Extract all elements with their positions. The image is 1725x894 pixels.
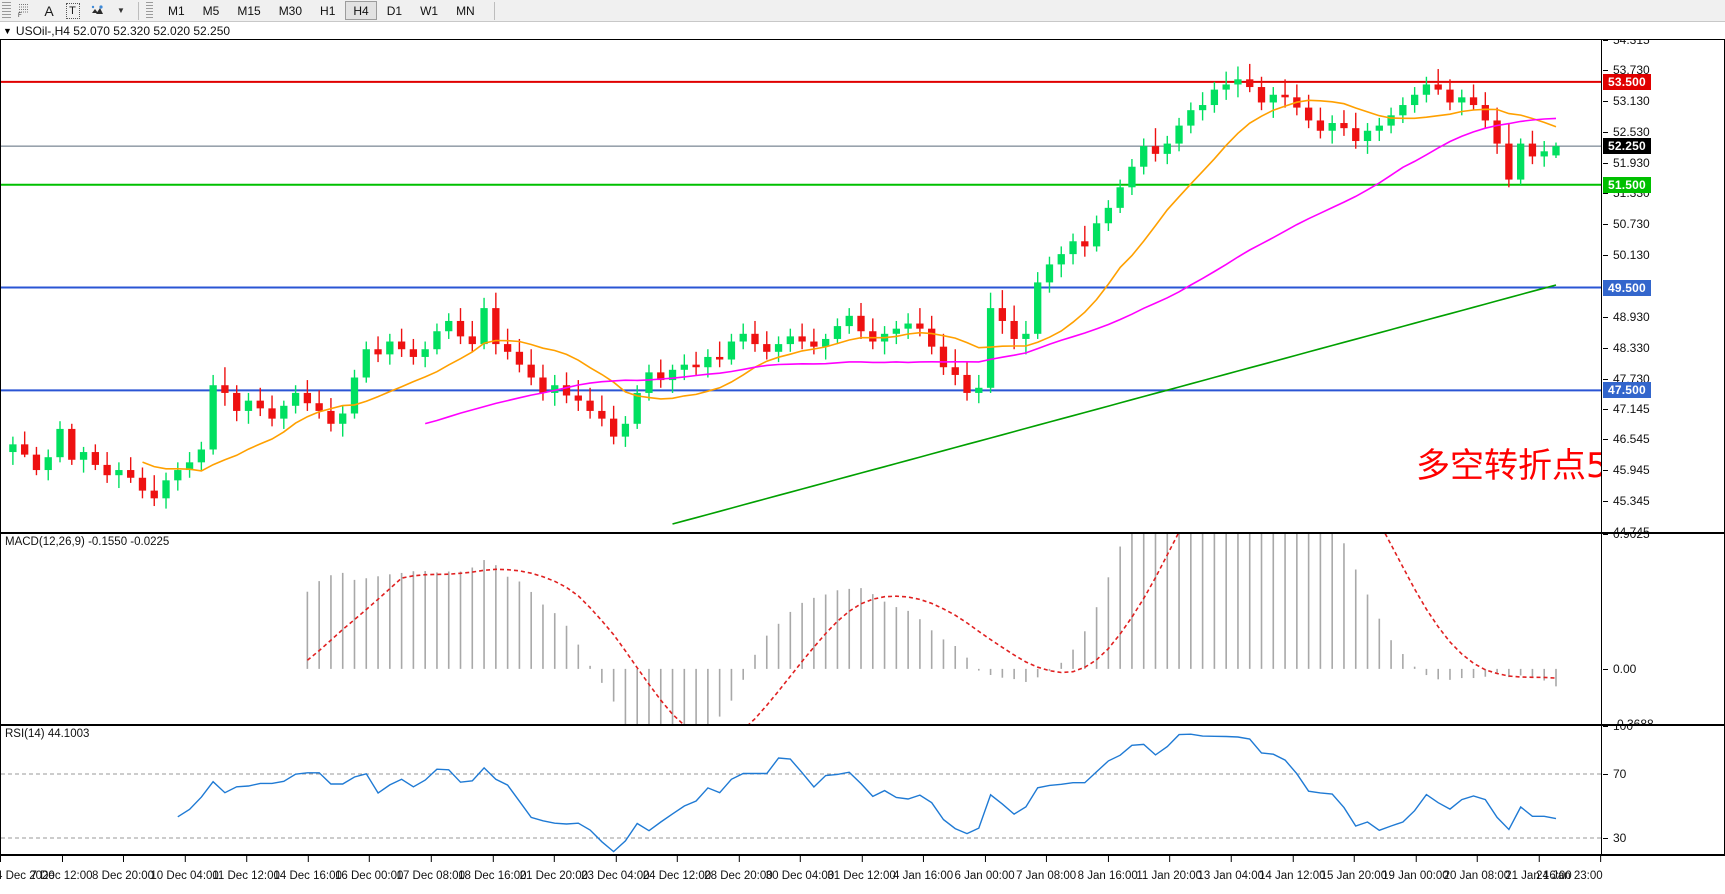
time-tick: 28 Dec 20:00 <box>704 856 773 882</box>
price-tick-53.730: 53.730 <box>1602 63 1650 77</box>
macd-tick-0.00: 0.00 <box>1602 662 1636 676</box>
macd-axis[interactable]: 0.9025 0.00 -0.3688 <box>1601 534 1724 724</box>
price-badge-52.250: 52.250 <box>1603 138 1651 155</box>
macd-tick-0.9025: 0.9025 <box>1602 534 1650 541</box>
macd-plot-area <box>1 534 1724 724</box>
price-tick-48.330: 48.330 <box>1602 341 1650 355</box>
svg-text:F: F <box>18 13 22 18</box>
time-tick: 21 Jan 16:00 <box>1505 856 1572 882</box>
rsi-tick-100: 100 <box>1602 726 1633 733</box>
toolbar-grip-handle[interactable] <box>2 1 11 20</box>
time-tick: 14 Dec 16:00 <box>273 856 342 882</box>
price-badge-51.500: 51.500 <box>1603 176 1651 193</box>
time-tick: 14 Jan 12:00 <box>1259 856 1326 882</box>
price-badge-47.500: 47.500 <box>1603 382 1651 399</box>
time-tick: 24 Dec 12:00 <box>643 856 711 882</box>
time-tick: 30 Dec 04:00 <box>766 856 834 882</box>
time-tick: 8 Jan 16:00 <box>1078 856 1138 882</box>
toolbar: F A T ▼ M1 M5 M15 M30 H1 H4 D1 W1 MN <box>0 0 1725 22</box>
price-chart-pane[interactable]: 多空转折点51.5 54.315 53.730 53.130 52.530 51.930… <box>0 39 1725 533</box>
toolbar-divider-end <box>493 1 495 20</box>
macd-label: MACD(12,26,9) -0.1550 -0.0225 <box>5 536 170 548</box>
timeframe-button-d1[interactable]: D1 <box>386 3 403 18</box>
crosshair-f-icon[interactable]: F <box>14 1 36 21</box>
price-tick-50.730: 50.730 <box>1602 217 1650 231</box>
time-tick: 11 Jan 20:00 <box>1136 856 1202 882</box>
rsi-tick-70: 70 <box>1602 767 1626 781</box>
rsi-tick-30: 30 <box>1602 831 1626 845</box>
objects-dropdown-chevron-down-icon[interactable]: ▼ <box>117 6 125 15</box>
time-tick: 31 Dec 12:00 <box>827 856 896 882</box>
price-badge-49.500: 49.500 <box>1603 279 1651 296</box>
price-tick-47.145: 47.145 <box>1602 402 1650 416</box>
time-tick: 20 Jan 08:00 <box>1444 856 1510 882</box>
timeframe-button-h1[interactable]: H1 <box>320 3 336 18</box>
price-plot-area <box>1 40 1724 532</box>
price-badge-53.500: 53.500 <box>1603 73 1651 90</box>
rsi-plot-area <box>1 726 1724 854</box>
time-tick: 18 Dec 16:00 <box>458 856 527 882</box>
time-tick: 4 Jan 16:00 <box>893 856 953 882</box>
macd-svg <box>306 534 1557 724</box>
toolbar-divider <box>138 1 139 20</box>
price-tick-47.730: 47.730 <box>1602 372 1650 386</box>
rsi-label: RSI(14) 44.1003 <box>5 728 90 740</box>
text-label-icon[interactable]: A <box>44 2 54 19</box>
macd-pane[interactable]: MACD(12,26,9) -0.1550 -0.0225 0.9025 0.00… <box>0 533 1725 725</box>
price-tick-44.745: 44.745 <box>1602 525 1650 532</box>
price-candles-svg <box>1 63 1603 525</box>
timeframe-button-w1[interactable]: W1 <box>420 3 439 18</box>
time-tick: 4 Dec 2020 <box>0 856 55 882</box>
price-tick-45.345: 45.345 <box>1602 494 1650 508</box>
price-tick-54.315: 54.315 <box>1602 40 1650 47</box>
time-tick: 11 Dec 12:00 <box>212 856 280 882</box>
time-tick: 15 Jan 20:00 <box>1321 856 1387 882</box>
rsi-axis[interactable]: 100 70 30 <box>1601 726 1724 854</box>
price-tick-51.930: 51.930 <box>1602 156 1650 170</box>
price-tick-45.945: 45.945 <box>1602 463 1650 477</box>
time-tick: 16 Dec 00:00 <box>335 856 403 882</box>
timeframe-button-m15[interactable]: M15 <box>237 3 261 18</box>
time-tick: 6 Jan 00:00 <box>955 856 1015 882</box>
time-tick: 8 Dec 20:00 <box>92 856 154 882</box>
timeframe-button-h4[interactable]: H4 <box>345 1 377 20</box>
objects-icon[interactable] <box>86 1 108 21</box>
time-tick: 7 Dec 12:00 <box>31 856 93 882</box>
price-tick-46.545: 46.545 <box>1602 432 1650 446</box>
timeframe-button-mn[interactable]: MN <box>456 3 475 18</box>
price-tick-50.130: 50.130 <box>1602 248 1650 262</box>
timeframe-button-m5[interactable]: M5 <box>202 3 220 18</box>
timeframe-grip-handle[interactable] <box>146 1 153 20</box>
time-tick: 24 Jan 23:00 <box>1536 856 1603 882</box>
time-tick: 13 Jan 04:00 <box>1198 856 1264 882</box>
time-axis[interactable]: 4 Dec 2020 7 Dec 12:00 8 Dec 20:00 10 Dec 0… <box>0 855 1725 894</box>
macd-tick--0.3688: -0.3688 <box>1602 717 1654 724</box>
time-tick: 10 Dec 04:00 <box>150 856 219 882</box>
timeframe-button-m30[interactable]: M30 <box>278 3 303 18</box>
price-tick-52.530: 52.530 <box>1602 125 1650 139</box>
rsi-pane[interactable]: RSI(14) 44.1003 100 70 30 <box>0 725 1725 855</box>
price-tick-53.130: 53.130 <box>1602 94 1650 108</box>
text-box-icon[interactable]: T <box>62 1 84 21</box>
time-tick: 21 Dec 20:00 <box>520 856 588 882</box>
rsi-svg <box>1 733 1603 853</box>
time-tick: 17 Dec 08:00 <box>397 856 465 882</box>
price-axis[interactable]: 54.315 53.730 53.130 52.530 51.930 51.330 50.7… <box>1601 40 1724 532</box>
time-tick: 7 Jan 08:00 <box>1016 856 1076 882</box>
timeframe-group: M1 M5 M15 M30 H1 H4 D1 W1 MN <box>159 1 484 20</box>
symbol-header: ▼ USOil-,H4 52.070 52.320 52.020 52.250 <box>0 23 1725 39</box>
time-tick: 23 Dec 04:00 <box>581 856 650 882</box>
symbol-ohlc-text: USOil-,H4 52.070 52.320 52.020 52.250 <box>15 24 231 38</box>
symbol-collapse-chevron-down-icon[interactable]: ▼ <box>3 26 12 36</box>
time-tick: 19 Jan 00:00 <box>1382 856 1449 882</box>
price-tick-48.930: 48.930 <box>1602 310 1650 324</box>
timeframe-button-m1[interactable]: M1 <box>168 3 185 18</box>
